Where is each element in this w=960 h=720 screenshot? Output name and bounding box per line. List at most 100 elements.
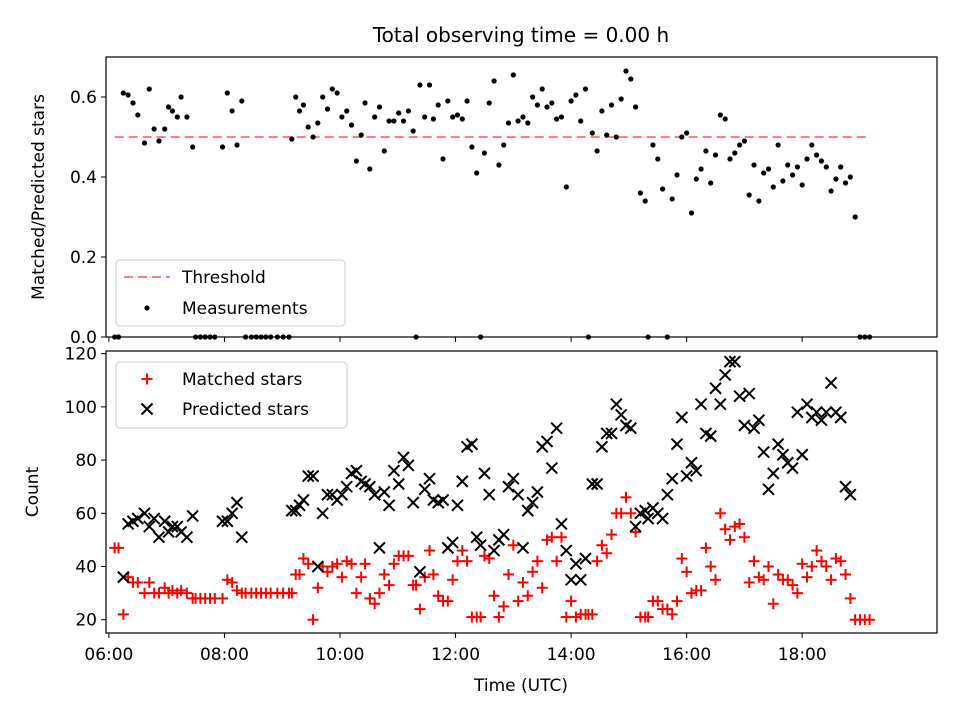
x-tick-label: 08:00 xyxy=(200,645,249,665)
matched-star-point xyxy=(113,542,125,554)
predicted-star-point xyxy=(820,405,833,419)
measurement-point xyxy=(146,86,152,92)
matched-star-point xyxy=(796,558,808,570)
measurement-point xyxy=(459,116,465,122)
cross-stroke-b xyxy=(820,405,833,419)
predicted-star-point xyxy=(771,437,785,451)
cross-stroke-b xyxy=(629,520,642,533)
measurements-legend-label: Measurements xyxy=(182,299,308,319)
measurement-point xyxy=(669,196,675,202)
predicted-star-point xyxy=(614,408,628,422)
cross-stroke-b xyxy=(795,448,809,461)
cross-stroke-b xyxy=(579,552,592,565)
matched-star-point xyxy=(369,598,381,610)
matched-star-point xyxy=(844,592,856,604)
matched-star-point xyxy=(642,611,654,623)
measurement-point xyxy=(520,114,526,120)
measurement-point xyxy=(445,98,451,104)
measurement-point xyxy=(310,134,316,140)
measurement-point xyxy=(608,102,615,108)
predicted-star-point xyxy=(752,413,766,427)
measurement-point xyxy=(353,158,359,164)
matched-star-point xyxy=(153,587,165,599)
counts-y-tick-label: 20 xyxy=(75,611,97,631)
measurement-point xyxy=(391,118,397,124)
cross-stroke-b xyxy=(762,483,775,496)
cross-stroke-b xyxy=(815,413,828,427)
predicted-star-point xyxy=(675,411,689,424)
matched-legend-swatch xyxy=(141,373,153,385)
measurement-point xyxy=(712,152,719,158)
cross-stroke-b xyxy=(478,467,491,480)
measurement-point xyxy=(450,114,456,120)
measurement-point xyxy=(722,116,728,122)
matched-star-point xyxy=(312,582,324,594)
cross-stroke-b xyxy=(844,488,857,501)
predicted-star-point xyxy=(147,512,161,525)
matched-star-point xyxy=(475,611,487,623)
cross-stroke-b xyxy=(569,557,583,571)
matched-star-point xyxy=(748,555,760,567)
cross-stroke-b xyxy=(685,456,698,469)
measurement-point xyxy=(746,192,752,198)
matched-star-point xyxy=(498,600,510,612)
matched-star-point xyxy=(307,614,319,626)
measurement-point xyxy=(162,126,168,132)
cross-stroke-b xyxy=(446,536,459,549)
matched-star-point xyxy=(297,553,309,565)
predicted-star-point xyxy=(555,517,568,531)
predicted-star-point xyxy=(733,390,746,403)
measurement-point xyxy=(818,158,825,164)
measurement-point xyxy=(174,114,180,120)
measurement-point xyxy=(756,198,762,204)
cross-stroke-b xyxy=(465,437,479,451)
predicted-star-point xyxy=(629,520,642,533)
matched-star-point xyxy=(671,595,683,607)
cross-stroke-b xyxy=(427,493,440,507)
cross-stroke-b xyxy=(545,461,559,475)
predicted-star-point xyxy=(143,520,156,533)
matched-star-point xyxy=(527,566,539,578)
cross-stroke-b xyxy=(791,405,804,419)
cross-stroke-b xyxy=(639,504,652,517)
matched-star-point xyxy=(743,576,755,588)
matched-star-point xyxy=(681,566,693,578)
predicted-star-point xyxy=(762,483,775,496)
predicted-star-point xyxy=(474,539,487,552)
ratio-plot-area xyxy=(112,68,873,340)
matched-star-point xyxy=(840,568,852,580)
cross-stroke-b xyxy=(810,405,823,419)
cross-stroke-b xyxy=(595,440,609,453)
matched-star-point xyxy=(782,574,794,586)
matched-star-point xyxy=(864,614,876,626)
measurement-point xyxy=(491,78,497,84)
measurement-point xyxy=(481,150,487,156)
cross-stroke-b xyxy=(316,507,329,520)
measurement-point xyxy=(573,92,579,98)
predicted-star-point xyxy=(446,536,459,549)
matched-star-point xyxy=(336,571,348,583)
predicted-star-point xyxy=(661,488,674,501)
measurement-point xyxy=(594,148,600,154)
cross-stroke-b xyxy=(511,488,525,501)
predicted-star-point xyxy=(545,461,559,475)
measurement-point xyxy=(435,102,441,108)
measurement-point xyxy=(765,166,772,172)
matched-star-point xyxy=(625,507,637,519)
matched-star-point xyxy=(451,555,463,567)
ratio-legend-box xyxy=(115,259,346,327)
ratio-axes-frame xyxy=(105,56,938,338)
matched-star-point xyxy=(606,529,618,541)
predicted-star-point xyxy=(166,520,179,533)
cross-stroke-b xyxy=(235,531,248,544)
predicted-star-point xyxy=(704,429,717,443)
measurement-point xyxy=(732,150,738,156)
matched-star-point xyxy=(488,590,500,602)
measurement-point xyxy=(348,122,355,128)
measurement-point xyxy=(396,110,402,116)
measurement-point xyxy=(804,156,810,162)
cross-stroke-b xyxy=(363,480,377,493)
predicted-star-point xyxy=(743,387,756,400)
ratio-legend: Threshold Measurements xyxy=(115,259,346,327)
predicted-star-point xyxy=(406,496,420,509)
